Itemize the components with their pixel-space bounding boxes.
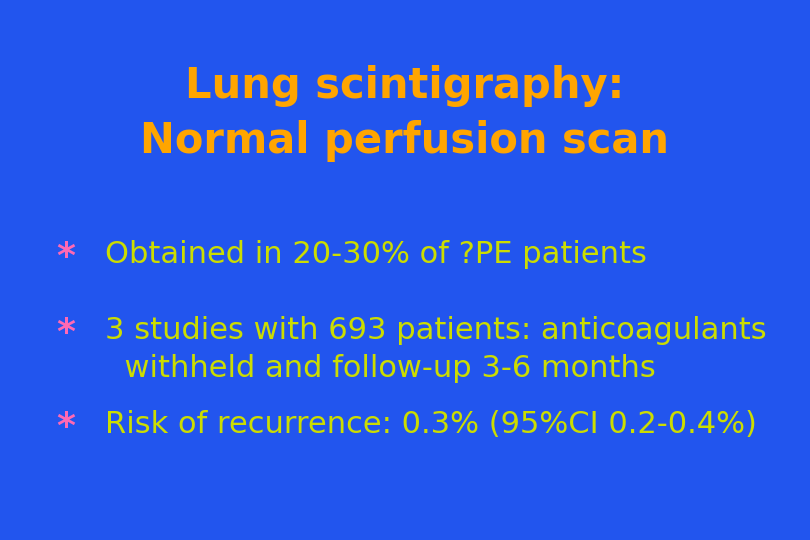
- Text: 3 studies with 693 patients: anticoagulants
  withheld and follow-up 3-6 months: 3 studies with 693 patients: anticoagula…: [105, 316, 767, 383]
- Text: *: *: [57, 410, 75, 444]
- Text: Lung scintigraphy:
Normal perfusion scan: Lung scintigraphy: Normal perfusion scan: [140, 65, 670, 162]
- Text: Risk of recurrence: 0.3% (95%CI 0.2-0.4%): Risk of recurrence: 0.3% (95%CI 0.2-0.4%…: [105, 410, 757, 440]
- Text: *: *: [57, 240, 75, 274]
- Text: Obtained in 20-30% of ?PE patients: Obtained in 20-30% of ?PE patients: [105, 240, 647, 269]
- Text: *: *: [57, 316, 75, 350]
